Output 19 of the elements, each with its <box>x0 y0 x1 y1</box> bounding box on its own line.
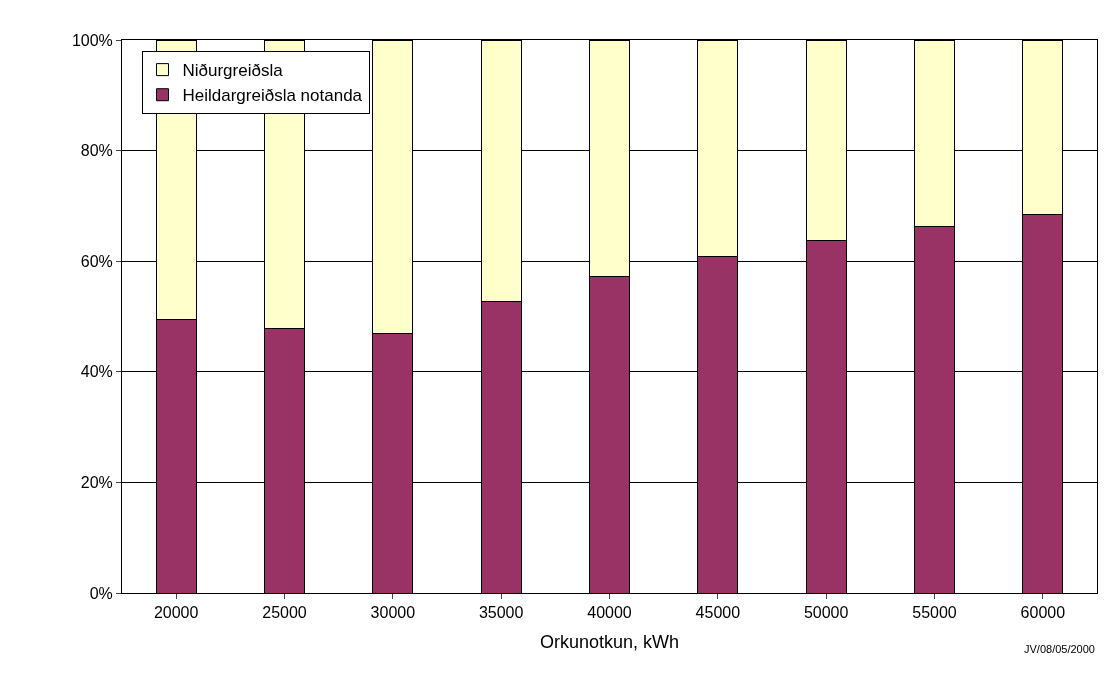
x-tick-label: 45000 <box>695 604 741 622</box>
legend-label: Heildargreiðsla notanda <box>182 86 363 106</box>
y-tick-label: 0% <box>89 584 113 602</box>
x-tick-label: 55000 <box>912 604 957 622</box>
x-tick-label: 30000 <box>370 604 416 622</box>
y-tick-label: 60% <box>80 252 113 270</box>
y-tick-label: 100% <box>71 31 113 49</box>
y-tick-label: 20% <box>80 474 113 491</box>
text: JV/08/05/2000 <box>1024 643 1095 655</box>
x-tick-label: 50000 <box>803 604 849 622</box>
y-tick-label: 40% <box>80 363 113 381</box>
y-tick-label: 80% <box>80 142 113 160</box>
legend-label: Niðurgreiðsla <box>182 61 284 81</box>
x-axis-title: Orkunotkun, kWh <box>539 632 680 653</box>
x-tick-label: 35000 <box>478 604 524 622</box>
x-tick-label: 60000 <box>1020 604 1066 622</box>
x-tick-label: 40000 <box>587 604 632 622</box>
x-tick-label: 25000 <box>262 604 307 622</box>
x-tick-label: 20000 <box>153 604 199 622</box>
